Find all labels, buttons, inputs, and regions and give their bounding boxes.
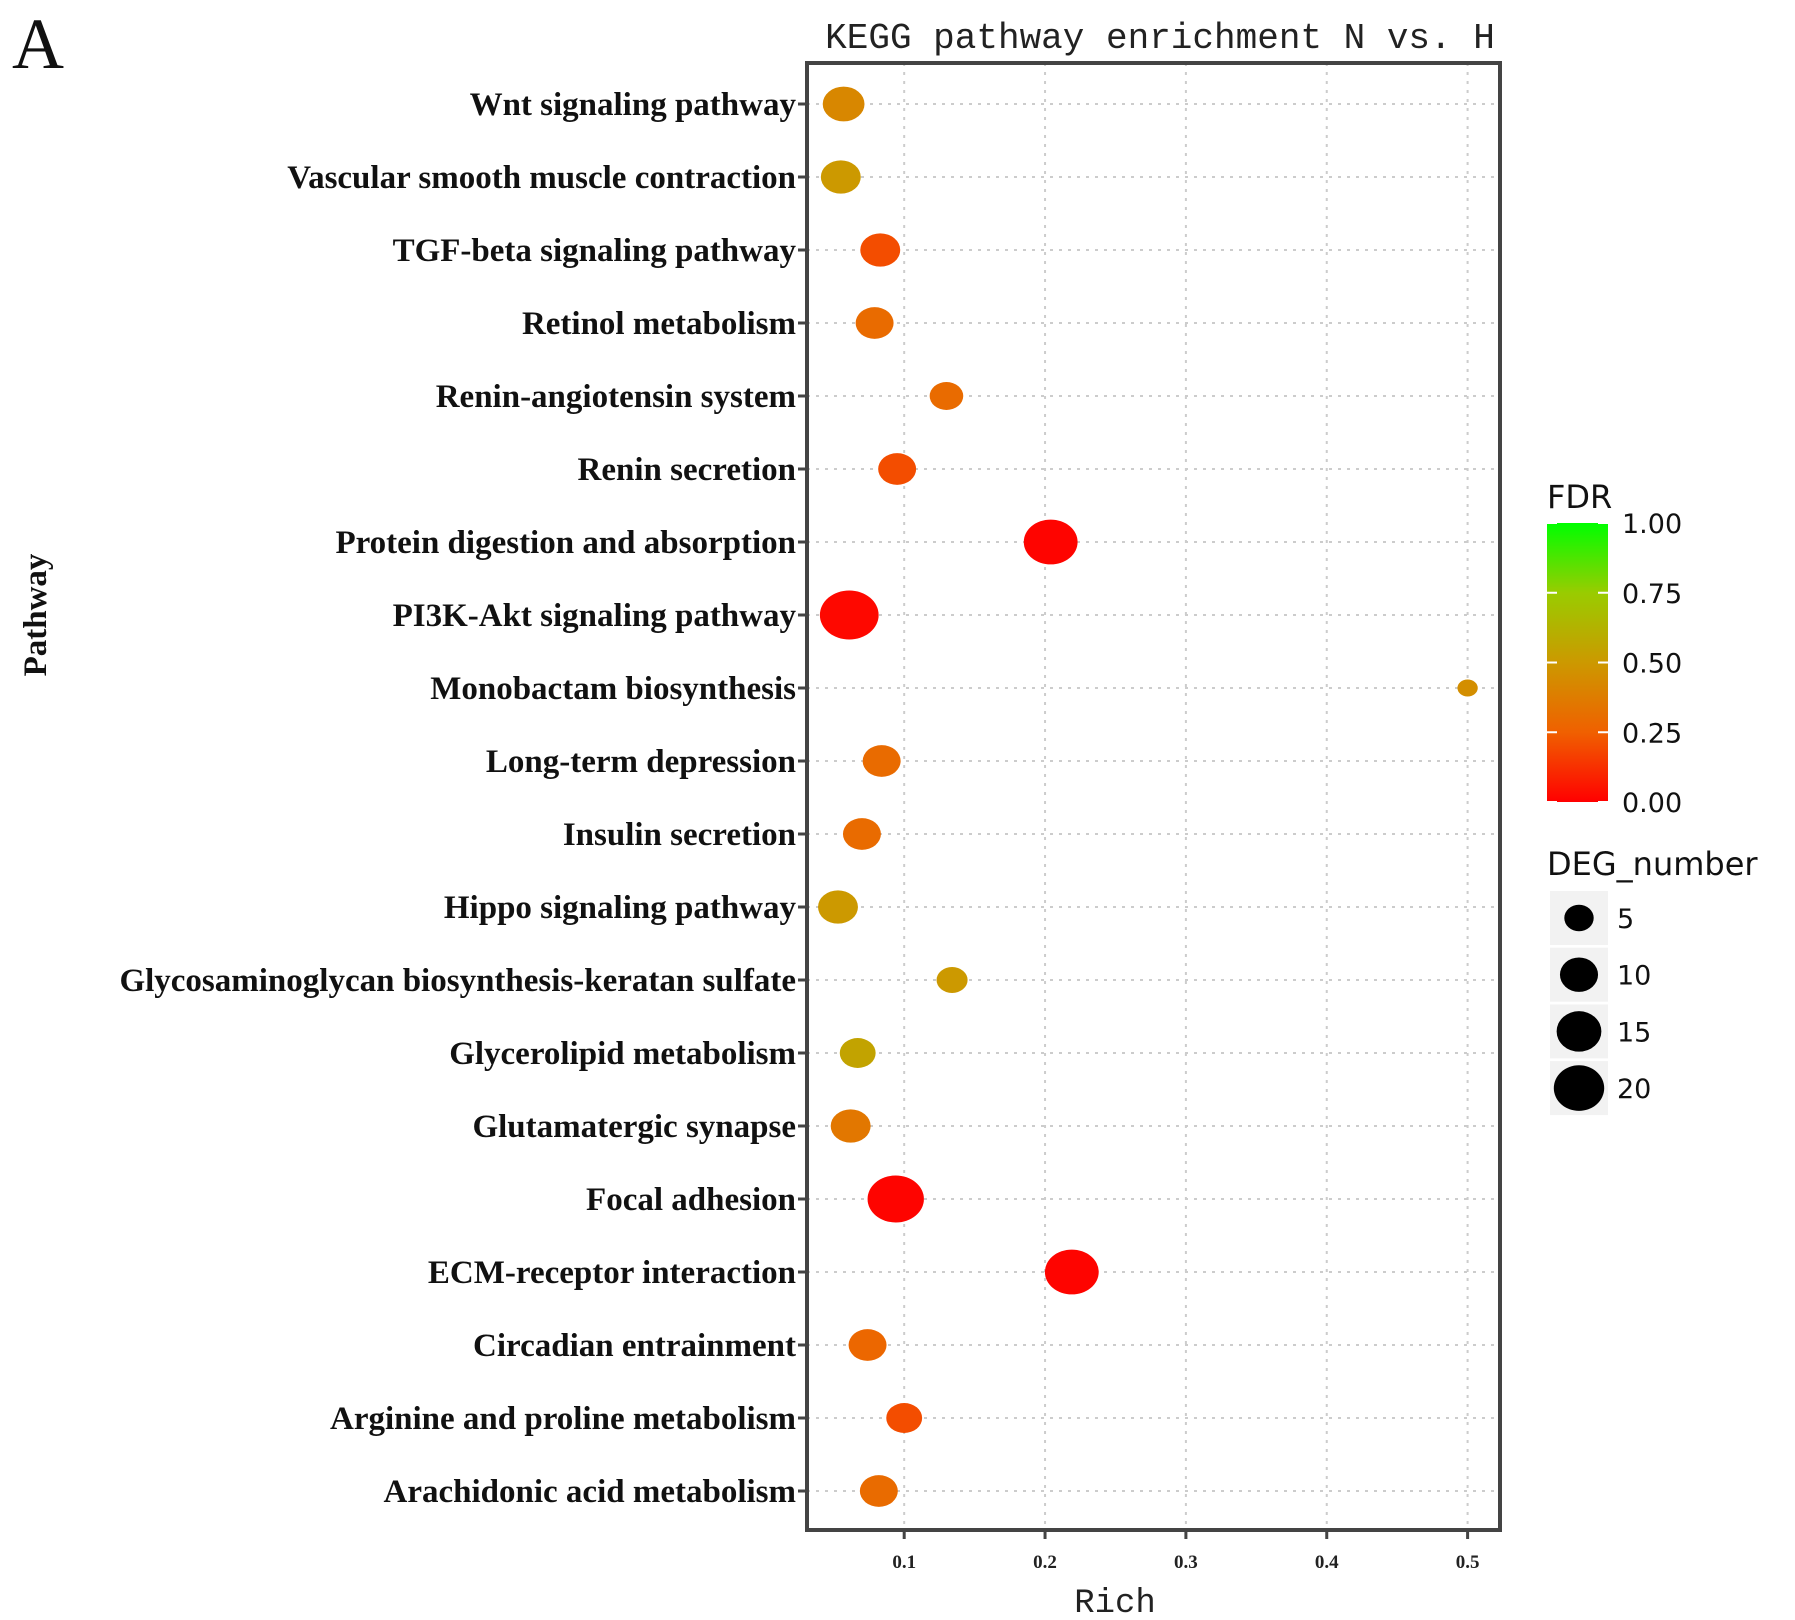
- y-tick-label: TGF-beta signaling pathway: [393, 233, 797, 269]
- fdr-legend-title: FDR: [1547, 478, 1612, 516]
- point-pi3k-akt-signaling-pathway: [819, 590, 879, 640]
- point-long-term-depression: [862, 745, 901, 777]
- point-glutamatergic-synapse: [830, 1109, 871, 1143]
- y-tick-labels: Wnt signaling pathway Vascular smooth mus…: [119, 87, 807, 1510]
- panel-border: [805, 61, 1502, 1532]
- y-tick-label: Glycosaminoglycan biosynthesis-keratan s…: [119, 963, 796, 999]
- point-renin-angiotensin-system: [929, 382, 964, 410]
- point-protein-digestion-and-absorption: [1023, 519, 1078, 565]
- y-tick-label: Wnt signaling pathway: [470, 87, 797, 123]
- y-tick-label: Protein digestion and absorption: [335, 525, 796, 561]
- point-ecm-receptor-interaction: [1044, 1249, 1099, 1295]
- size-key-circle: [1556, 1011, 1602, 1052]
- grid: [807, 63, 1500, 1530]
- fdr-colorbar: [1547, 523, 1608, 802]
- y-tick-label: Focal adhesion: [586, 1182, 796, 1218]
- colorbar-tick-label: 0.25: [1622, 718, 1682, 749]
- point-insulin-secretion: [842, 818, 881, 850]
- size-legend-keys: 5 10 15 20: [1550, 891, 1651, 1116]
- point-monobactam-biosynthesis: [1457, 679, 1478, 697]
- y-tick-label: Arachidonic acid metabolism: [384, 1474, 796, 1510]
- x-tick-labels: 0.1 0.2 0.3 0.4 0.5: [892, 1530, 1479, 1573]
- points: [818, 86, 1478, 1507]
- point-glycerolipid-metabolism: [839, 1038, 876, 1068]
- point-retinol-metabolism: [855, 307, 894, 339]
- y-tick-label: Renin-angiotensin system: [436, 379, 796, 415]
- y-tick-label: Arginine and proline metabolism: [330, 1401, 796, 1437]
- y-tick-label: Glutamatergic synapse: [472, 1109, 796, 1145]
- y-axis-label: Pathway: [18, 553, 54, 676]
- y-tick-label: PI3K-Akt signaling pathway: [393, 598, 797, 634]
- size-key-circle: [1559, 957, 1599, 992]
- y-tick-label: Renin secretion: [578, 452, 796, 488]
- point-focal-adhesion: [867, 1175, 924, 1223]
- x-tick-label: 0.1: [892, 1552, 916, 1573]
- colorbar-tick-label: 0.50: [1622, 649, 1682, 680]
- size-key-circle: [1564, 904, 1594, 932]
- y-tick-label: Circadian entrainment: [473, 1328, 796, 1364]
- point-wnt-signaling-pathway: [822, 86, 865, 122]
- size-key-label: 5: [1617, 904, 1634, 935]
- size-key-label: 15: [1617, 1017, 1651, 1048]
- x-axis-label: Rich: [1074, 1585, 1156, 1620]
- size-legend-title: DEG_number: [1547, 845, 1758, 883]
- point-arginine-and-proline-metabolism: [886, 1403, 923, 1433]
- y-tick-label: Long-term depression: [486, 744, 796, 780]
- size-key-label: 10: [1617, 961, 1651, 992]
- x-tick-label: 0.2: [1033, 1552, 1057, 1573]
- colorbar-tick-label: 0.00: [1622, 788, 1682, 819]
- y-tick-label: Glycerolipid metabolism: [449, 1036, 796, 1072]
- y-tick-label: ECM-receptor interaction: [428, 1255, 796, 1291]
- y-tick-label: Hippo signaling pathway: [444, 890, 797, 926]
- point-arachidonic-acid-metabolism: [859, 1475, 898, 1507]
- y-tick-label: Insulin secretion: [563, 817, 796, 853]
- point-hippo-signaling-pathway: [818, 890, 858, 924]
- point-glycosaminoglycan-biosynthesis-keratan-sulfate: [936, 967, 968, 993]
- size-key-label: 20: [1617, 1074, 1651, 1105]
- y-tick-label: Monobactam biosynthesis: [430, 671, 796, 707]
- x-tick-label: 0.4: [1315, 1552, 1339, 1573]
- chart-title: KEGG pathway enrichment N vs. H: [825, 18, 1495, 59]
- panel-letter: A: [12, 4, 64, 84]
- y-tick-label: Retinol metabolism: [522, 306, 796, 342]
- point-circadian-entrainment: [848, 1329, 887, 1361]
- colorbar-tick-label: 1.00: [1622, 509, 1682, 540]
- point-vascular-smooth-muscle-contraction: [820, 160, 861, 194]
- point-renin-secretion: [878, 453, 917, 485]
- x-tick-label: 0.3: [1174, 1552, 1198, 1573]
- size-key-circle: [1553, 1065, 1605, 1111]
- fdr-legend-ticks: 1.00 0.75 0.50 0.25 0.00: [1547, 509, 1682, 819]
- colorbar-tick-label: 0.75: [1622, 579, 1682, 610]
- x-tick-label: 0.5: [1456, 1552, 1480, 1573]
- y-tick-label: Vascular smooth muscle contraction: [287, 160, 796, 196]
- point-tgf-beta-signaling-pathway: [860, 233, 901, 267]
